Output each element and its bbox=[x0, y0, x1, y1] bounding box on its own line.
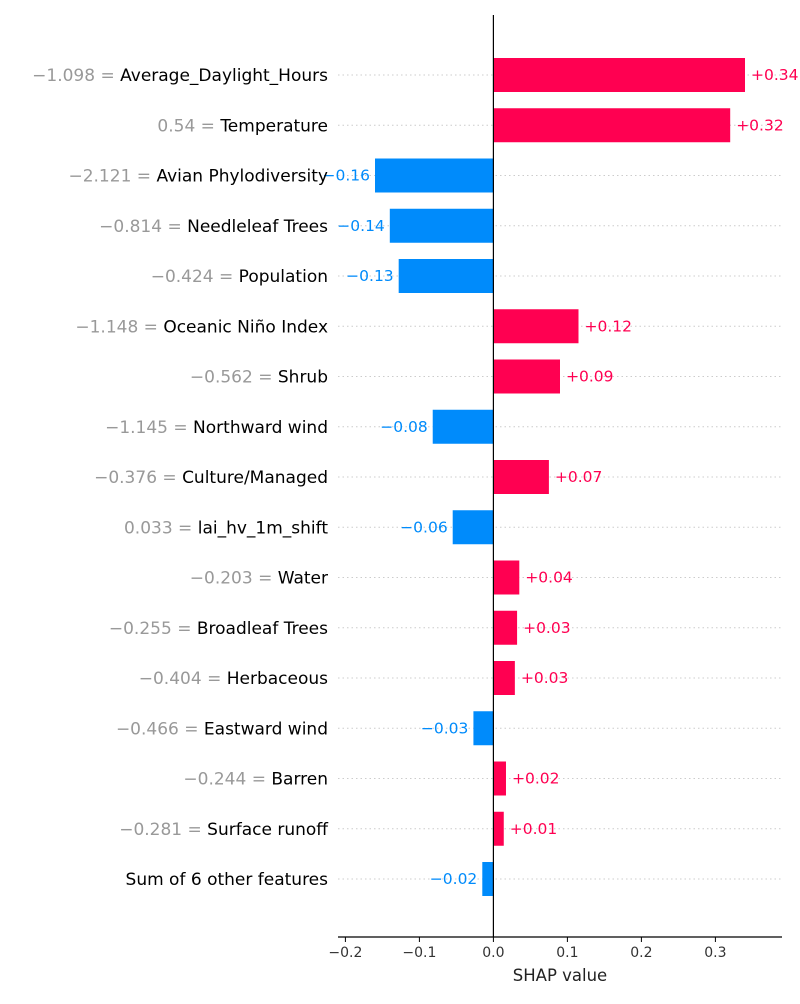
x-tick-label: 0.3 bbox=[704, 945, 726, 961]
feature-value: 0.033 = bbox=[124, 518, 198, 538]
feature-value: −1.098 = bbox=[32, 66, 120, 86]
feature-label: Sum of 6 other features bbox=[126, 870, 329, 890]
x-axis: −0.2 −0.1 0.0 0.1 0.2 0.3 bbox=[328, 15, 782, 961]
bar bbox=[493, 661, 515, 695]
x-tick-label: 0.2 bbox=[630, 945, 652, 961]
feature-label: 0.033 = lai_hv_1m_shift bbox=[124, 518, 328, 538]
bar bbox=[493, 761, 506, 796]
bar-value-label: +0.12 bbox=[585, 317, 633, 335]
feature-name: Population bbox=[239, 267, 328, 287]
feature-value: −0.244 = bbox=[183, 770, 271, 790]
bar bbox=[389, 208, 494, 243]
bar-value-label: −0.02 bbox=[430, 870, 478, 888]
feature-name: Shrub bbox=[278, 368, 328, 388]
feature-name: Water bbox=[278, 569, 328, 589]
feature-value: −0.376 = bbox=[94, 468, 182, 488]
feature-name: lai_hv_1m_shift bbox=[198, 518, 329, 538]
bar-value-label: +0.32 bbox=[736, 116, 784, 134]
bar-value-label: −0.08 bbox=[380, 418, 428, 436]
feature-value: −0.203 = bbox=[190, 569, 278, 589]
feature-label: −2.121 = Avian Phylodiversity bbox=[68, 167, 328, 187]
bar bbox=[493, 460, 549, 494]
bar-value-label: −0.03 bbox=[421, 719, 469, 737]
feature-name: Eastward wind bbox=[204, 719, 328, 739]
labels-layer: +0.34 −1.098 = Average_Daylight_Hours +0.3… bbox=[32, 66, 798, 890]
feature-value: −1.148 = bbox=[75, 317, 163, 337]
feature-label: 0.54 = Temperature bbox=[157, 116, 328, 136]
feature-value: 0.54 = bbox=[157, 116, 220, 136]
feature-label: −0.562 = Shrub bbox=[190, 368, 328, 388]
feature-label: −0.376 = Culture/Managed bbox=[94, 468, 328, 488]
feature-value: −0.814 = bbox=[99, 217, 187, 237]
bar-value-label: +0.02 bbox=[512, 770, 559, 788]
feature-label: −0.244 = Barren bbox=[183, 770, 328, 790]
bar bbox=[432, 409, 494, 444]
feature-value: −1.145 = bbox=[105, 418, 193, 438]
feature-value: −0.562 = bbox=[190, 368, 278, 388]
feature-label: −0.814 = Needleleaf Trees bbox=[99, 217, 328, 237]
feature-label: −0.203 = Water bbox=[190, 569, 328, 589]
bar-value-label: +0.07 bbox=[555, 468, 603, 486]
bar-value-label: −0.16 bbox=[323, 167, 371, 185]
bar bbox=[493, 58, 745, 92]
feature-value: −0.466 = bbox=[116, 719, 204, 739]
x-axis-title: SHAP value bbox=[513, 966, 607, 985]
feature-name: Barren bbox=[271, 770, 328, 790]
feature-name: Sum of 6 other features bbox=[126, 870, 329, 890]
x-tick-label: −0.1 bbox=[402, 945, 436, 961]
feature-name: Broadleaf Trees bbox=[197, 619, 328, 639]
feature-name: Avian Phylodiversity bbox=[156, 167, 328, 187]
bar-value-label: +0.04 bbox=[525, 569, 573, 587]
bar bbox=[493, 309, 579, 344]
feature-name: Surface runoff bbox=[207, 820, 329, 840]
bars-layer bbox=[375, 58, 745, 896]
feature-label: −1.145 = Northward wind bbox=[105, 418, 328, 438]
feature-value: −0.404 = bbox=[139, 669, 227, 689]
bar-value-label: −0.14 bbox=[337, 217, 385, 235]
bar bbox=[482, 862, 494, 896]
feature-label: −0.281 = Surface runoff bbox=[119, 820, 329, 840]
feature-value: −2.121 = bbox=[68, 167, 156, 187]
bar-value-label: +0.34 bbox=[751, 66, 799, 84]
bar bbox=[493, 560, 520, 595]
feature-value: −0.255 = bbox=[109, 619, 197, 639]
bar-value-label: +0.09 bbox=[566, 368, 614, 386]
feature-name: Northward wind bbox=[193, 418, 328, 438]
feature-value: −0.424 = bbox=[151, 267, 239, 287]
feature-label: −0.466 = Eastward wind bbox=[116, 719, 328, 739]
feature-name: Needleleaf Trees bbox=[187, 217, 328, 237]
feature-name: Temperature bbox=[219, 116, 328, 136]
bar bbox=[375, 158, 494, 193]
feature-label: −0.404 = Herbaceous bbox=[139, 669, 328, 689]
bar-value-label: +0.01 bbox=[510, 820, 558, 838]
feature-label: −0.255 = Broadleaf Trees bbox=[109, 619, 328, 639]
feature-name: Average_Daylight_Hours bbox=[120, 66, 328, 86]
bar bbox=[473, 711, 494, 746]
bar-value-label: +0.03 bbox=[521, 669, 569, 687]
bar bbox=[493, 359, 560, 394]
x-tick-label: 0.0 bbox=[482, 945, 504, 961]
bar-value-label: +0.03 bbox=[523, 619, 571, 637]
x-tick-label: 0.1 bbox=[556, 945, 578, 961]
feature-name: Oceanic Niño Index bbox=[163, 317, 328, 337]
feature-name: Herbaceous bbox=[227, 669, 328, 689]
feature-label: −1.148 = Oceanic Niño Index bbox=[75, 317, 328, 337]
bar bbox=[493, 811, 504, 846]
bar-value-label: −0.06 bbox=[400, 518, 448, 536]
feature-label: −0.424 = Population bbox=[151, 267, 328, 287]
bar bbox=[493, 108, 731, 143]
bar bbox=[493, 610, 518, 645]
x-tick-label: −0.2 bbox=[328, 945, 362, 961]
bar-value-label: −0.13 bbox=[346, 267, 394, 285]
bar bbox=[452, 510, 494, 545]
feature-value: −0.281 = bbox=[119, 820, 207, 840]
feature-name: Culture/Managed bbox=[182, 468, 328, 488]
feature-label: −1.098 = Average_Daylight_Hours bbox=[32, 66, 328, 86]
bar bbox=[398, 259, 494, 293]
